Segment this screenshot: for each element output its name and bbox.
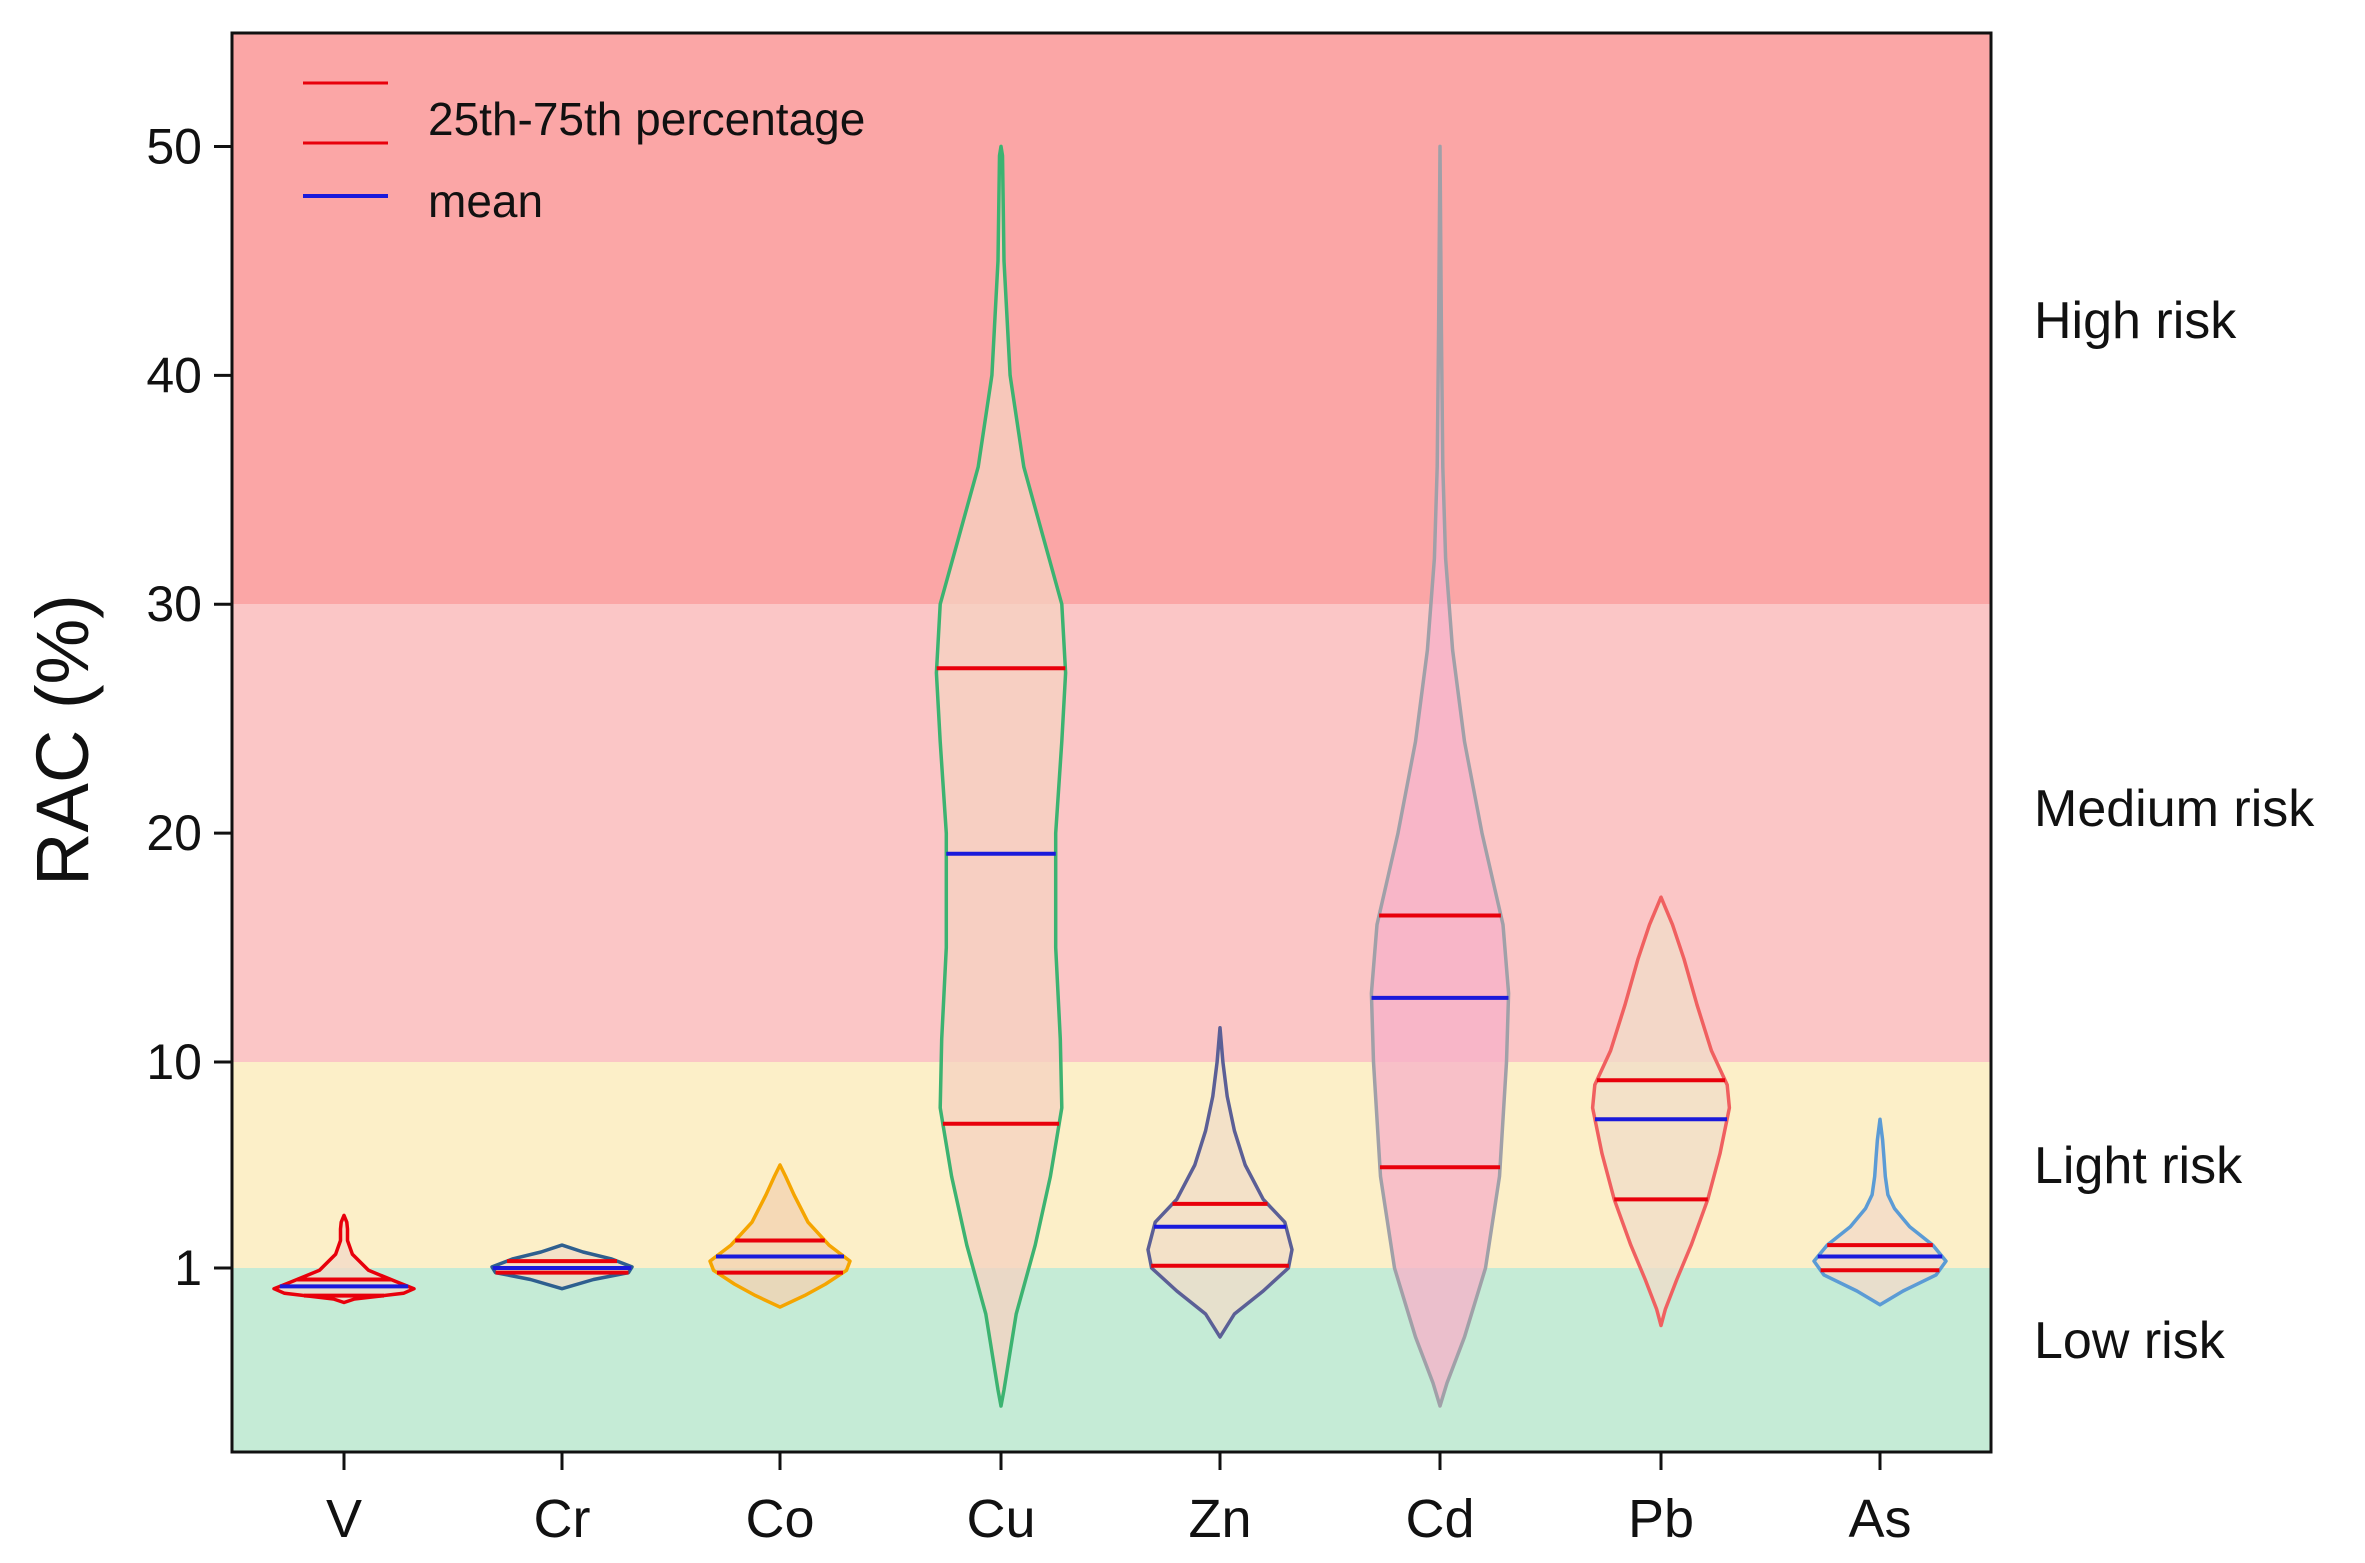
violin-body-cu bbox=[934, 144, 1068, 1408]
zone-label-high-risk: High risk bbox=[2034, 292, 2237, 350]
violin-v bbox=[272, 1213, 416, 1305]
x-tick-label-as: As bbox=[1848, 1489, 1911, 1549]
y-axis-title: RAC (%) bbox=[21, 594, 104, 886]
x-tick-label-cd: Cd bbox=[1405, 1489, 1474, 1549]
legend-percentile-label: 25th-75th percentage bbox=[428, 93, 865, 145]
violin-co bbox=[708, 1163, 852, 1309]
legend-mean-label: mean bbox=[428, 175, 543, 227]
y-tick-label-20: 20 bbox=[146, 805, 202, 861]
y-tick-label-30: 30 bbox=[146, 576, 202, 632]
x-tick-label-cu: Cu bbox=[966, 1489, 1035, 1549]
zone-band-medium-risk bbox=[232, 604, 1991, 1062]
violin-zn bbox=[1146, 1025, 1294, 1339]
violin-pb bbox=[1590, 895, 1732, 1328]
x-tick-label-co: Co bbox=[745, 1489, 814, 1549]
plot-frame bbox=[230, 31, 1993, 1454]
violin-as bbox=[1812, 1117, 1948, 1307]
legend: 25th-75th percentage mean bbox=[303, 81, 865, 227]
zone-label-low-risk: Low risk bbox=[2034, 1312, 2226, 1370]
zone-band-low-risk bbox=[232, 1268, 1991, 1452]
axes-layer: 1 10 20 30 40 50 V Cr Co Cu Zn Cd Pb As bbox=[146, 31, 1993, 1549]
violin-body-cd bbox=[1369, 144, 1511, 1408]
zone-label-medium-risk: Medium risk bbox=[2034, 780, 2315, 838]
zone-label-light-risk: Light risk bbox=[2034, 1137, 2243, 1195]
x-tick-label-pb: Pb bbox=[1628, 1489, 1694, 1549]
y-tick-label-50: 50 bbox=[146, 118, 202, 174]
y-tick-label-40: 40 bbox=[146, 347, 202, 403]
violin-body-zn bbox=[1146, 1025, 1294, 1339]
x-tick-label-cr: Cr bbox=[534, 1489, 591, 1549]
zone-band-high-risk bbox=[232, 33, 1991, 605]
violin-cr bbox=[490, 1243, 634, 1291]
x-tick-label-v: V bbox=[326, 1489, 362, 1549]
violin-cu bbox=[934, 144, 1068, 1408]
y-tick-label-1: 1 bbox=[174, 1240, 202, 1296]
y-tick-label-10: 10 bbox=[146, 1034, 202, 1090]
violins-layer bbox=[272, 144, 1948, 1408]
x-tick-label-zn: Zn bbox=[1188, 1489, 1251, 1549]
violin-cd bbox=[1369, 144, 1511, 1408]
